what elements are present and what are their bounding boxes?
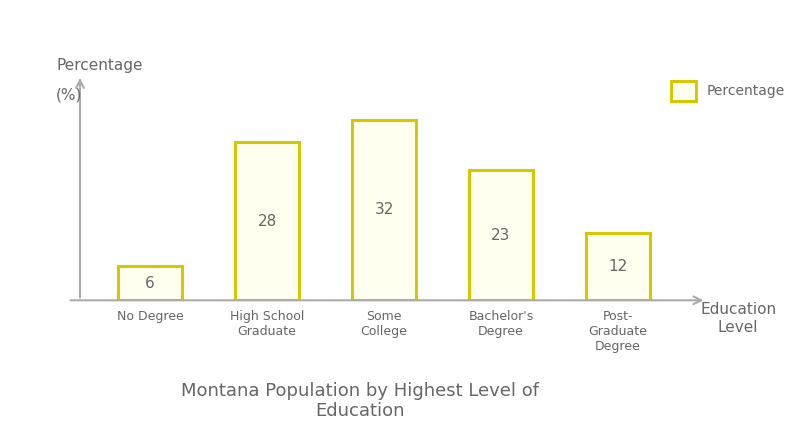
Bar (586, 233, 650, 300)
Text: 12: 12 (608, 259, 627, 274)
Text: Education
Level: Education Level (700, 302, 776, 335)
Text: 23: 23 (491, 228, 510, 243)
Text: 28: 28 (258, 214, 277, 229)
Text: 6: 6 (146, 276, 155, 291)
Legend: Percentage: Percentage (665, 76, 790, 106)
Bar (235, 142, 299, 300)
Bar (118, 266, 182, 300)
Bar (469, 170, 533, 300)
Text: Montana Population by Highest Level of
Education: Montana Population by Highest Level of E… (181, 382, 539, 420)
Text: Percentage: Percentage (56, 58, 142, 73)
Text: (%): (%) (56, 88, 82, 103)
Text: 32: 32 (374, 202, 394, 218)
Bar (352, 120, 416, 300)
